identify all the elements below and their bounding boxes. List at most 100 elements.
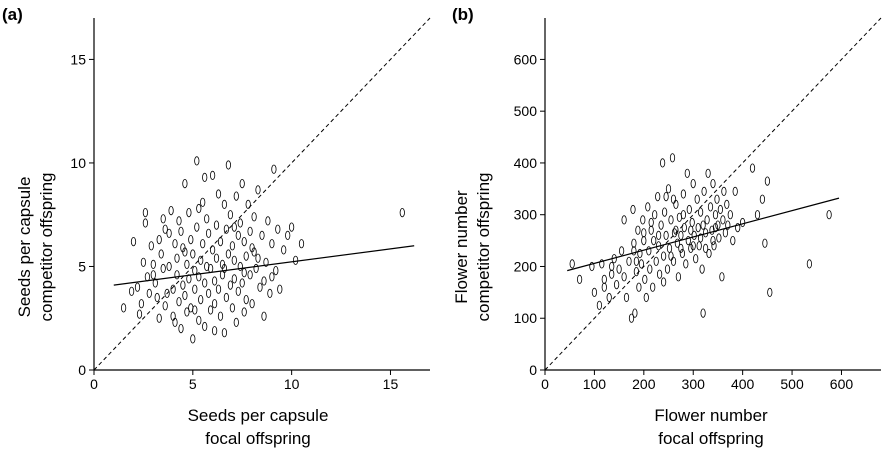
panel-a-point (212, 326, 218, 336)
panel-a-point (221, 328, 227, 338)
panel-b-point (690, 241, 696, 251)
panel-b-point (697, 207, 704, 217)
panel-a-point (158, 249, 164, 259)
panel-b-point (631, 246, 637, 256)
panel-a-point (265, 216, 271, 226)
panel-a-point (182, 179, 188, 189)
panel-b-x-tick-label: 600 (830, 376, 854, 392)
panel-a-x-tick-label: 15 (383, 376, 399, 392)
panel-a-point (243, 294, 249, 305)
panel-a-point (140, 257, 146, 267)
panel-b-point (673, 225, 679, 235)
panel-a-point (263, 257, 269, 267)
panel-b-point (735, 223, 741, 233)
panel-b-point (712, 210, 719, 220)
panel-a-point (204, 214, 210, 224)
panel-a-point (206, 288, 212, 298)
panel-b-x-tick-label: 300 (682, 376, 706, 392)
panel-a-point (121, 303, 127, 313)
panel-b-fit-line (567, 197, 840, 272)
panel-b-x-axis-title: Flower number focal offspring (654, 406, 768, 448)
panel-a-point (208, 305, 214, 315)
panel-b-point (710, 236, 716, 246)
panel-a-point (144, 272, 150, 282)
panel-b-point (739, 217, 746, 228)
panel-a-label: (a) (2, 5, 23, 24)
panel-b-point (683, 259, 689, 269)
panel-b-point (730, 236, 736, 246)
panel-b-point (681, 223, 687, 233)
panel-a-point (275, 224, 281, 234)
panel-b-points-layer (569, 153, 832, 323)
panel-b-point (589, 261, 595, 272)
panel-b-point (576, 274, 583, 284)
panel-a-point (136, 309, 143, 319)
panel-b-point (764, 176, 771, 186)
panel-b-point (717, 204, 724, 215)
panel-b-point (631, 238, 637, 248)
panel-a-point (160, 263, 166, 274)
panel-a-point (235, 230, 241, 240)
panel-b-point (727, 210, 733, 220)
panel-b-point (655, 230, 662, 240)
panel-a-point (206, 228, 212, 238)
panel-a-point (267, 288, 273, 298)
panel-b-point (665, 184, 672, 194)
panel-b-point (636, 282, 642, 292)
panel-b-point (659, 158, 666, 168)
panel-b-point (646, 246, 652, 256)
panel-a-point (192, 284, 198, 294)
panel-a-point (182, 290, 188, 301)
panel-a-x-tick-label: 10 (284, 376, 300, 392)
panel-a-point (237, 261, 243, 272)
panel-b-point (673, 199, 679, 209)
panel-b-point (663, 230, 669, 240)
panel-b-point (680, 189, 687, 199)
panel-b-point (648, 217, 654, 228)
panel-a-point (212, 299, 218, 309)
panel-a-point (200, 239, 206, 249)
panel-b-point (606, 292, 612, 303)
panel-a-point (239, 278, 245, 288)
panel-b-point (616, 264, 622, 274)
panel-b-point (569, 259, 575, 269)
panel-b-point (712, 223, 719, 233)
panel-b-point (688, 225, 694, 235)
panel-b-point (704, 215, 710, 225)
panel-a-point (182, 247, 188, 257)
panel-a-point (154, 292, 160, 303)
panel-a-point (172, 239, 178, 249)
panel-a-fit-layer (113, 245, 415, 286)
panel-a-point (231, 255, 237, 265)
panel-a-y-tick-label: 15 (70, 51, 86, 67)
panel-a-point (233, 317, 239, 327)
panel-a-y-tick-label: 0 (78, 362, 86, 378)
panel-a-x-tick-label: 5 (189, 376, 197, 392)
panel-b-reference-line (544, 17, 882, 371)
panel-a-point (277, 284, 283, 294)
panel-a-point (156, 235, 162, 245)
panel-a-point (217, 311, 224, 321)
panel-b-point (670, 256, 677, 266)
panel-b-point (601, 274, 607, 284)
panel-b-point (720, 215, 726, 225)
panel-b-point (638, 259, 645, 269)
panel-a-point (257, 282, 263, 292)
panel-a-chart: (a) Seeds per capsule competitor offspri… (2, 5, 431, 448)
panel-b-x-tick-label: 200 (632, 376, 656, 392)
panel-a-point (215, 189, 222, 199)
panel-b-point (645, 202, 651, 212)
panel-b-y-title-line-1: Flower number (452, 190, 471, 304)
panel-a-point (231, 222, 237, 232)
panel-b-point (696, 241, 702, 251)
panel-b-point (762, 238, 768, 248)
panel-b-point (767, 287, 773, 297)
panel-a-point (180, 280, 186, 290)
panel-b-point (635, 225, 641, 235)
panel-a-y-title-line-2: competitor offspring (37, 173, 56, 322)
panel-a-point (176, 216, 182, 226)
panel-a-point (239, 179, 245, 189)
panel-b-point (671, 228, 678, 238)
panel-b-point (653, 256, 659, 266)
panel-a-x-title-line-2: focal offspring (205, 429, 311, 448)
